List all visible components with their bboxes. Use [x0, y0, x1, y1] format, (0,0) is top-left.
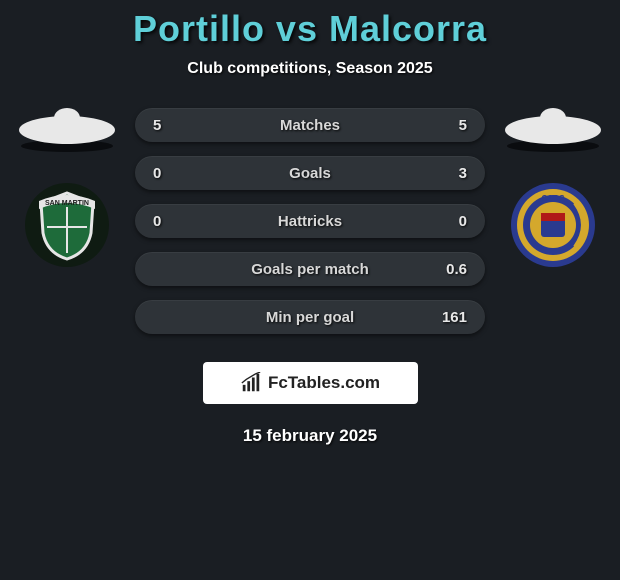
stat-right-value: 0: [437, 213, 467, 230]
stat-label: Goals: [183, 165, 437, 182]
page-title: Portillo vs Malcorra: [0, 8, 620, 50]
stats-column: 5 Matches 5 0 Goals 3 0 Hattricks 0 Goal…: [135, 108, 485, 334]
stat-left-value: 5: [153, 117, 183, 134]
crest-right-text: CARC: [541, 194, 564, 203]
stat-label: Min per goal: [183, 309, 437, 326]
player-silhouette-right: [503, 108, 603, 153]
stat-row-matches: 5 Matches 5: [135, 108, 485, 142]
left-column: SAN MARTIN: [17, 108, 117, 267]
chart-icon: [240, 372, 262, 394]
stat-label: Goals per match: [183, 261, 437, 278]
stat-right-value: 5: [437, 117, 467, 134]
stat-left-value: 0: [153, 213, 183, 230]
comparison-row: SAN MARTIN 5 Matches 5 0 Goals 3 0 Hattr…: [0, 108, 620, 334]
player-silhouette-left: [17, 108, 117, 153]
stat-row-goals-per-match: Goals per match 0.6: [135, 252, 485, 286]
stat-right-value: 3: [437, 165, 467, 182]
crest-left-text: SAN MARTIN: [45, 200, 89, 207]
stat-left-value: 0: [153, 165, 183, 182]
brand-badge: FcTables.com: [203, 362, 418, 404]
stat-right-value: 0.6: [437, 261, 467, 278]
stat-label: Matches: [183, 117, 437, 134]
date-text: 15 february 2025: [0, 426, 620, 446]
brand-text: FcTables.com: [268, 373, 380, 393]
stat-right-value: 161: [437, 309, 467, 326]
subtitle: Club competitions, Season 2025: [0, 60, 620, 78]
stat-row-goals: 0 Goals 3: [135, 156, 485, 190]
stat-label: Hattricks: [183, 213, 437, 230]
right-column: CARC: [503, 108, 603, 267]
stat-row-hattricks: 0 Hattricks 0: [135, 204, 485, 238]
stat-row-min-per-goal: Min per goal 161: [135, 300, 485, 334]
team-crest-right: CARC: [511, 183, 595, 267]
team-crest-left: SAN MARTIN: [25, 183, 109, 267]
